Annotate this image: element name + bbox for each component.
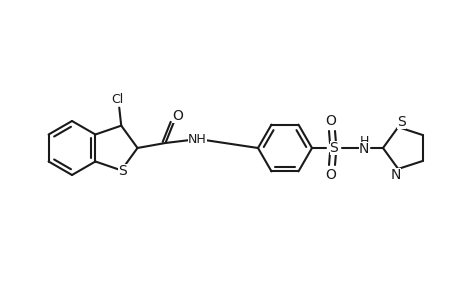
Text: H: H bbox=[358, 134, 368, 148]
Text: S: S bbox=[329, 141, 338, 155]
Text: NH: NH bbox=[188, 134, 207, 146]
Text: N: N bbox=[358, 142, 369, 156]
Text: O: O bbox=[172, 109, 183, 123]
Text: S: S bbox=[118, 164, 126, 178]
Text: Cl: Cl bbox=[111, 93, 123, 106]
Text: N: N bbox=[390, 168, 401, 182]
Text: O: O bbox=[325, 114, 336, 128]
Text: S: S bbox=[396, 115, 405, 129]
Text: O: O bbox=[325, 168, 336, 182]
